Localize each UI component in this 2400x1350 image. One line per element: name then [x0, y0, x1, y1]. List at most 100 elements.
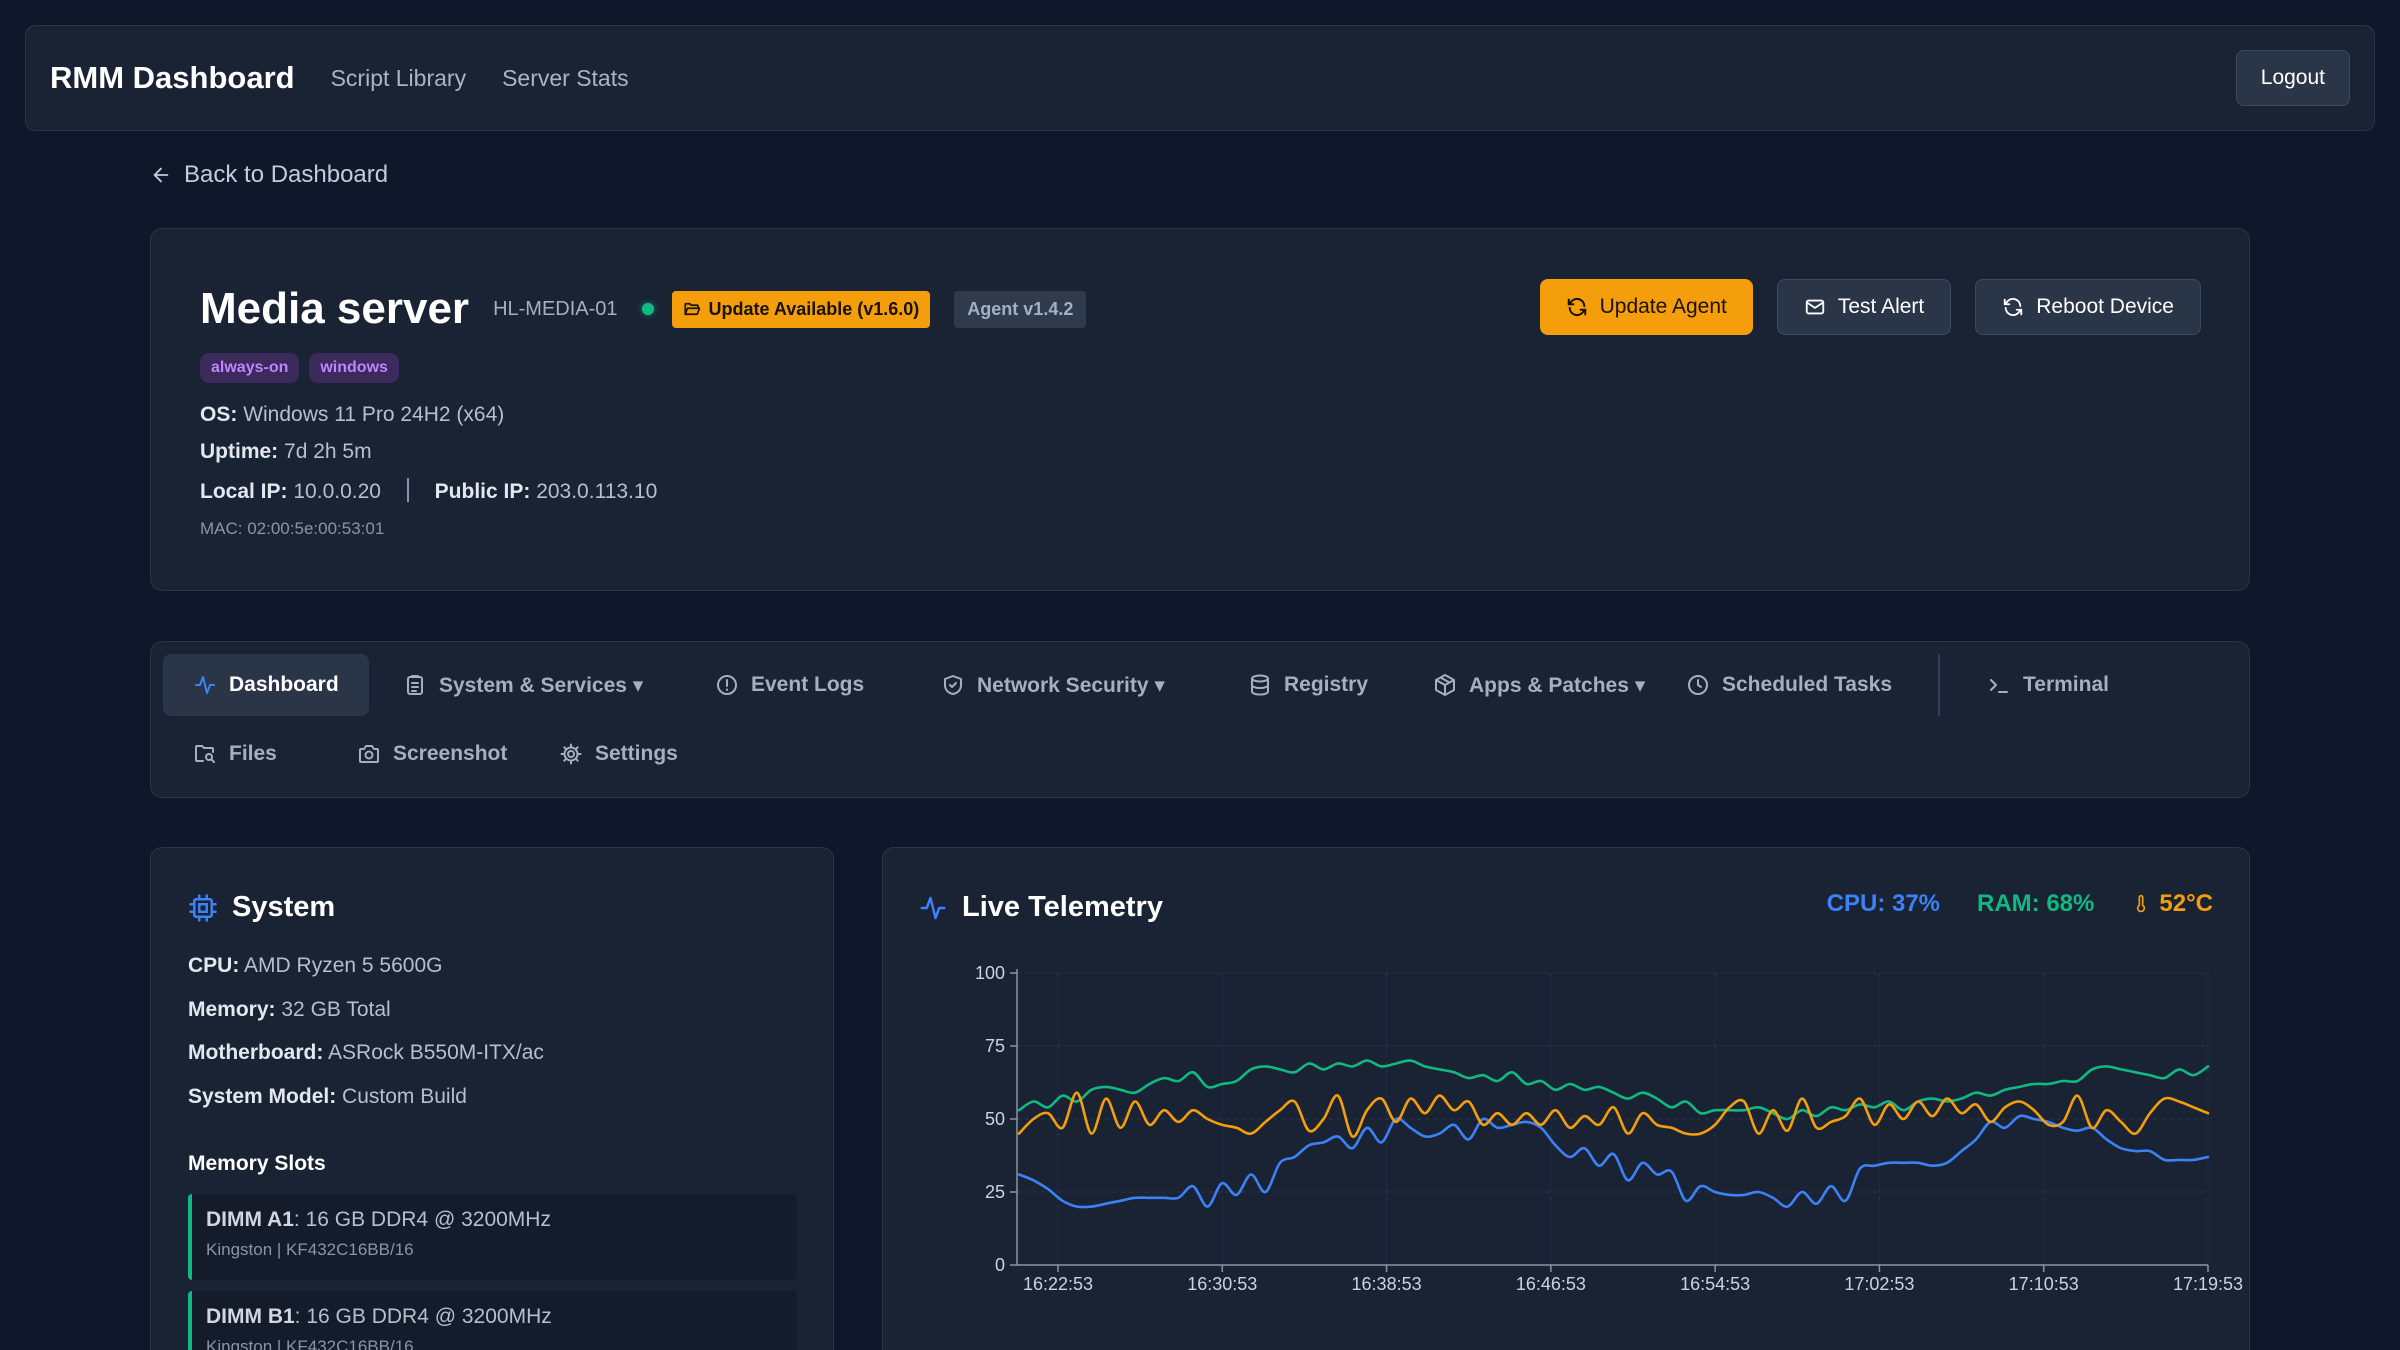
back-to-dashboard-link[interactable]: Back to Dashboard: [150, 158, 388, 192]
test-alert-label: Test Alert: [1837, 295, 1925, 318]
update-available-badge[interactable]: Update Available (v1.6.0): [671, 290, 931, 328]
os-label: OS:: [200, 403, 238, 426]
tab-label: Event Logs: [751, 673, 865, 696]
tab-screenshot[interactable]: Screenshot: [327, 723, 537, 785]
refresh-icon: [2002, 296, 2024, 318]
device-name: Media server: [200, 284, 470, 333]
live-telemetry-card: Live Telemetry CPU: 37% RAM: 68% 52°C 0 2…: [882, 847, 2250, 1350]
temperature-stat: 52°C: [2131, 890, 2213, 918]
activity-icon: [918, 893, 948, 923]
arrow-left-icon: [150, 164, 172, 186]
slot-spec: : 16 GB DDR4 @ 3200MHz: [294, 1305, 552, 1328]
tab-label: Registry: [1284, 673, 1369, 696]
logout-button[interactable]: Logout: [2235, 50, 2350, 106]
reboot-device-label: Reboot Device: [2036, 295, 2174, 318]
tab-label: System & Services ▾: [439, 673, 644, 697]
spec-value: AMD Ryzen 5 5600G: [244, 954, 443, 977]
agent-version-badge: Agent v1.4.2: [954, 290, 1087, 328]
spec-cpu: CPU: AMD Ryzen 5 5600G: [188, 954, 442, 978]
tab-event-logs[interactable]: Event Logs: [685, 654, 894, 716]
device-tabs: Dashboard System & Services ▾ Event Logs…: [150, 641, 2250, 798]
spec-memory: Memory: 32 GB Total: [188, 998, 391, 1022]
tab-label: Files: [229, 742, 277, 765]
system-card-title: System: [232, 891, 336, 923]
spec-label: System Model:: [188, 1085, 337, 1108]
slot-detail: Kingston | KF432C16BB/16: [206, 1337, 414, 1350]
test-alert-button[interactable]: Test Alert: [1776, 279, 1952, 335]
tab-label: Scheduled Tasks: [1722, 673, 1893, 696]
device-hostname: HL-MEDIA-01: [493, 297, 618, 320]
tab-label: Screenshot: [393, 742, 508, 765]
update-agent-button[interactable]: Update Agent: [1539, 279, 1753, 335]
slot-name: DIMM B1: [206, 1305, 295, 1328]
tab-network-security[interactable]: Network Security ▾: [911, 654, 1195, 716]
tab-apps-patches[interactable]: Apps & Patches ▾: [1403, 654, 1675, 716]
y-tick-label: 100: [975, 963, 1005, 983]
x-tick-label: 16:54:53: [1680, 1274, 1750, 1294]
telemetry-card-header: Live Telemetry: [918, 891, 1163, 924]
folder-search-icon: [193, 742, 217, 766]
ip-separator: [406, 478, 409, 502]
update-badge-label: Update Available (v1.6.0): [708, 298, 920, 319]
memory-slot: DIMM A1: 16 GB DDR4 @ 3200MHz Kingston |…: [188, 1194, 797, 1280]
update-agent-label: Update Agent: [1599, 295, 1727, 318]
tab-label: Apps & Patches ▾: [1469, 673, 1646, 697]
thermometer-icon: [2131, 892, 2151, 916]
os-value: Windows 11 Pro 24H2 (x64): [243, 403, 505, 426]
tab-registry[interactable]: Registry: [1218, 654, 1398, 716]
spec-value: ASRock B550M-ITX/ac: [328, 1041, 544, 1064]
tab-dashboard[interactable]: Dashboard: [163, 654, 369, 716]
system-card-header: System: [188, 891, 335, 924]
cpu-chip-icon: [188, 893, 218, 923]
slot-name: DIMM A1: [206, 1208, 294, 1231]
tag-windows[interactable]: windows: [309, 353, 399, 383]
spec-label: CPU:: [188, 954, 240, 977]
local-ip-value: 10.0.0.20: [293, 480, 381, 503]
y-tick-label: 25: [985, 1182, 1005, 1202]
clock-icon: [1686, 673, 1710, 697]
tab-terminal[interactable]: Terminal: [1957, 654, 2139, 716]
alert-circle-icon: [715, 673, 739, 697]
slot-spec: : 16 GB DDR4 @ 3200MHz: [293, 1208, 551, 1231]
camera-icon: [357, 742, 381, 766]
folder-open-icon: [683, 300, 701, 318]
uptime-info: Uptime: 7d 2h 5m: [200, 440, 372, 464]
terminal-icon: [1987, 673, 2011, 697]
y-tick-label: 0: [995, 1255, 1005, 1275]
mac-address: MAC: 02:00:5e:00:53:01: [200, 519, 385, 538]
public-ip-label: Public IP:: [434, 480, 531, 503]
spec-label: Motherboard:: [188, 1041, 324, 1064]
memory-slots-title: Memory Slots: [188, 1152, 326, 1175]
x-tick-label: 16:30:53: [1187, 1274, 1257, 1294]
reboot-device-button[interactable]: Reboot Device: [1975, 279, 2201, 335]
local-ip-label: Local IP:: [200, 480, 288, 503]
series-line-0: [1017, 1114, 2210, 1209]
tab-files[interactable]: Files: [163, 723, 307, 785]
series-line-1: [1017, 1059, 2210, 1121]
tag-always-on[interactable]: always-on: [200, 353, 300, 383]
ip-info: Local IP: 10.0.0.20 Public IP: 203.0.113…: [200, 478, 657, 504]
tab-settings[interactable]: Settings: [529, 723, 708, 785]
brand-title[interactable]: RMM Dashboard: [50, 60, 295, 95]
slot-detail: Kingston | KF432C16BB/16: [206, 1240, 414, 1259]
back-link-label: Back to Dashboard: [184, 161, 389, 188]
activity-icon: [193, 673, 217, 697]
device-tags: always-on windows: [200, 353, 399, 383]
tab-system-services[interactable]: System & Services ▾: [373, 654, 673, 716]
device-info-card: Media server HL-MEDIA-01 Update Availabl…: [150, 228, 2250, 591]
ram-stat: RAM: 68%: [1977, 890, 2095, 917]
nav-link-server-stats[interactable]: Server Stats: [502, 64, 629, 91]
clipboard-icon: [403, 673, 427, 697]
tab-divider: [1938, 654, 1940, 716]
spec-motherboard: Motherboard: ASRock B550M-ITX/ac: [188, 1041, 544, 1065]
y-tick-label: 50: [985, 1109, 1005, 1129]
spec-value: Custom Build: [342, 1085, 467, 1108]
nav-link-script-library[interactable]: Script Library: [330, 64, 467, 91]
tab-scheduled-tasks[interactable]: Scheduled Tasks: [1656, 654, 1922, 716]
x-tick-label: 16:38:53: [1352, 1274, 1422, 1294]
database-icon: [1248, 673, 1272, 697]
device-actions: Update Agent Test Alert Reboot Device: [1539, 279, 2201, 335]
tab-label: Settings: [595, 742, 678, 765]
top-navbar: RMM Dashboard Script Library Server Stat…: [25, 25, 2375, 131]
x-tick-label: 16:46:53: [1516, 1274, 1586, 1294]
